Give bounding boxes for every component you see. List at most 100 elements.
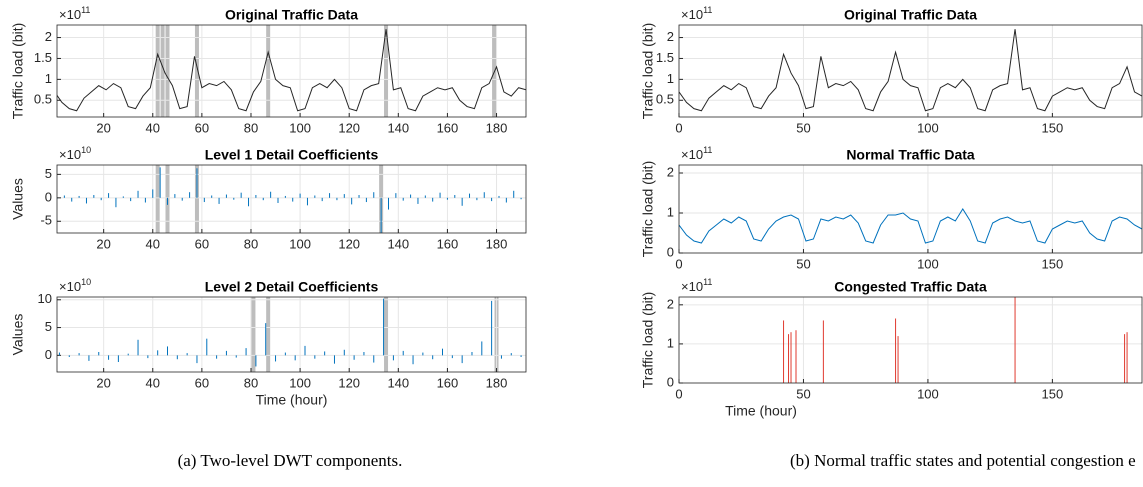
y-tick-label: 5	[45, 319, 52, 334]
axes-frame	[56, 164, 527, 234]
y-scale-power: 10	[81, 145, 91, 155]
x-tick-label: 60	[195, 236, 209, 251]
axes-frame	[678, 296, 1143, 384]
y-tick-label: 0.5	[34, 92, 52, 107]
y-scale-base: ×10	[681, 279, 703, 294]
y-scale-base: ×10	[681, 7, 703, 22]
y-scale-label: ×1010	[59, 277, 91, 294]
y-scale-label: ×1010	[59, 145, 91, 162]
x-tick-label: 50	[796, 120, 810, 135]
y-tick-label: 5	[45, 166, 52, 181]
x-tick-label: 100	[289, 375, 311, 390]
data-line	[679, 29, 1142, 112]
y-scale-power: 11	[703, 5, 712, 15]
y-tick-label: 0	[45, 347, 52, 362]
y-tick-label: 2	[45, 29, 52, 44]
y-axis-label: Values	[10, 178, 26, 220]
highlight-band	[492, 25, 497, 117]
x-tick-label: 0	[675, 256, 682, 271]
marks	[58, 298, 522, 367]
highlight-band	[194, 25, 199, 117]
marks	[679, 29, 1142, 112]
y-scale-label: ×1011	[681, 277, 712, 294]
x-tick-label: 100	[917, 386, 939, 401]
x-tick-label: 40	[146, 120, 160, 135]
x-tick-label: 80	[244, 120, 258, 135]
x-tick-label: 140	[387, 236, 409, 251]
y-scale-power: 11	[703, 145, 712, 155]
x-axis-label: Time (hour)	[725, 403, 797, 419]
x-tick-label: 180	[486, 236, 508, 251]
y-tick-label: 1.5	[34, 50, 52, 65]
highlight-band	[384, 25, 389, 117]
y-tick-label: 0	[667, 374, 674, 389]
x-tick-label: 20	[96, 375, 110, 390]
y-tick-label: 1	[667, 204, 674, 219]
y-axis-label: Traffic load (bit)	[10, 23, 26, 119]
axes-frame	[678, 164, 1143, 254]
highlight-band	[266, 25, 271, 117]
y-tick-label: 1	[45, 71, 52, 86]
axes: -5 0 5 20 40 60 80 100 120 140 160 180 Level 1 Detai…	[10, 145, 527, 251]
chart-title: Level 2 Detail Coefficients	[205, 279, 379, 295]
x-tick-label: 50	[796, 256, 810, 271]
x-axis-label: Time (hour)	[256, 392, 328, 408]
caption: (a) Two-level DWT components.	[178, 451, 403, 470]
x-tick-label: 40	[146, 236, 160, 251]
x-tick-label: 180	[486, 375, 508, 390]
axes-frame	[678, 24, 1143, 118]
plot-area	[57, 165, 526, 233]
highlight-band	[251, 297, 256, 372]
plot-area	[679, 297, 1142, 383]
x-tick-label: 120	[338, 120, 360, 135]
x-tick-label: 160	[437, 236, 459, 251]
y-tick-label: 1	[667, 71, 674, 86]
axes-frame	[56, 296, 527, 373]
x-tick-label: 100	[917, 256, 939, 271]
y-tick-label: 2	[667, 29, 674, 44]
x-tick-label: 150	[1042, 120, 1064, 135]
x-tick-label: 120	[338, 375, 360, 390]
y-tick-label: 1.5	[656, 50, 674, 65]
x-tick-label: 100	[917, 120, 939, 135]
x-tick-label: 0	[675, 120, 682, 135]
x-tick-label: 160	[437, 120, 459, 135]
y-scale-base: ×10	[59, 7, 81, 22]
x-tick-label: 20	[96, 120, 110, 135]
y-scale-power: 10	[81, 277, 91, 287]
plot-area	[57, 297, 526, 372]
x-tick-label: 100	[289, 236, 311, 251]
highlight-band	[155, 25, 160, 117]
x-tick-label: 60	[195, 120, 209, 135]
chart-title: Level 1 Detail Coefficients	[205, 147, 379, 163]
x-tick-label: 100	[289, 120, 311, 135]
y-scale-power: 11	[703, 277, 712, 287]
marks	[57, 29, 526, 112]
y-scale-label: ×1011	[681, 5, 712, 22]
x-tick-label: 140	[387, 120, 409, 135]
y-axis-label: Values	[10, 314, 26, 356]
x-tick-label: 60	[195, 375, 209, 390]
plot-area	[679, 25, 1142, 117]
axes: 0 1 2 0 50 100 150 Normal Traffic Data ×1011 Traf…	[640, 145, 1143, 271]
highlight-band	[266, 297, 271, 372]
y-scale-label: ×1011	[59, 5, 90, 22]
x-tick-label: 80	[244, 375, 258, 390]
y-scale-base: ×10	[59, 279, 81, 294]
y-tick-label: 0	[45, 189, 52, 204]
axes: 0 1 2 0 50 100 150 Congested Traffic Data ×1011 T…	[640, 277, 1143, 419]
y-scale-base: ×10	[59, 147, 81, 162]
x-tick-label: 120	[338, 236, 360, 251]
y-tick-label: 2	[667, 164, 674, 179]
highlight-band	[384, 297, 389, 372]
axes-frame	[56, 24, 527, 118]
y-scale-base: ×10	[681, 147, 703, 162]
chart-title: Original Traffic Data	[844, 7, 977, 23]
x-tick-label: 50	[796, 386, 810, 401]
axes: 0 5 10 20 40 60 80 100 120 140 160 180 Level 2 Detai…	[10, 277, 527, 408]
x-tick-label: 150	[1042, 256, 1064, 271]
axes: 0.5 1 1.5 2 0 50 100 150 Original Traffic Data ×1…	[640, 5, 1143, 135]
x-tick-label: 140	[387, 375, 409, 390]
